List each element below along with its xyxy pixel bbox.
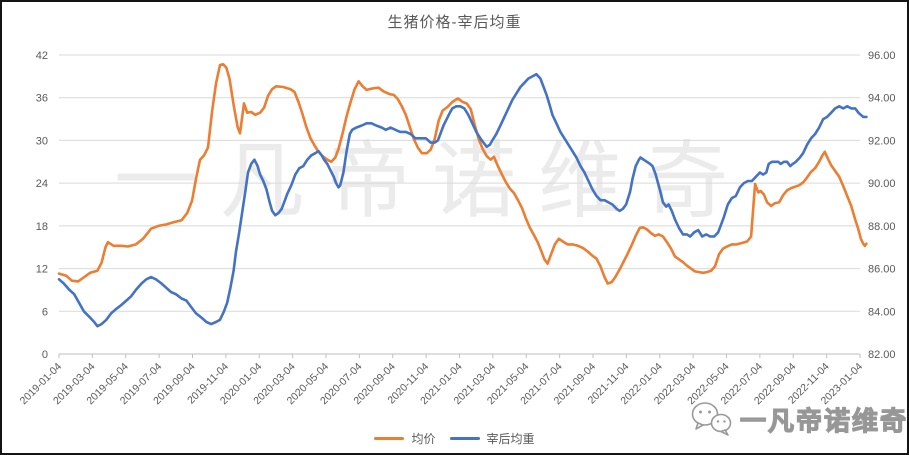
legend-label-price: 均价 (411, 431, 436, 446)
y-axis-left-tick-label: 0 (42, 349, 48, 361)
y-axis-left-tick-label: 42 (36, 50, 48, 62)
price-line-swatch (374, 436, 405, 440)
weight-line-swatch (449, 436, 480, 440)
y-axis-left-tick-label: 6 (42, 306, 48, 318)
y-axis-right-tick-label: 88.00 (868, 221, 896, 233)
y-axis-right-tick-label: 82.00 (868, 349, 896, 361)
y-axis-left-tick-label: 12 (36, 264, 48, 276)
legend-item-weight: 宰后均重 (449, 430, 535, 447)
y-axis-right-tick-label: 92.00 (868, 135, 896, 147)
y-axis-right-tick-label: 84.00 (868, 306, 896, 318)
chart-legend: 均价 宰后均重 (2, 428, 907, 448)
y-axis-right-tick-label: 86.00 (868, 264, 896, 276)
series-line-price (57, 62, 868, 285)
series-line-weight (57, 72, 868, 328)
y-axis-right-tick-label: 94.00 (868, 93, 896, 105)
legend-item-price: 均价 (374, 430, 436, 447)
y-axis-left-tick-label: 18 (36, 221, 48, 233)
chart-title: 生猪价格-宰后均重 (387, 14, 522, 31)
y-axis-left-tick-label: 36 (36, 93, 48, 105)
y-axis-left-tick-label: 24 (36, 178, 48, 190)
y-axis-left-tick-label: 30 (36, 135, 48, 147)
y-axis-right-tick-label: 96.00 (868, 50, 896, 62)
y-axis-right-tick-label: 90.00 (868, 178, 896, 190)
legend-label-weight: 宰后均重 (486, 431, 535, 446)
